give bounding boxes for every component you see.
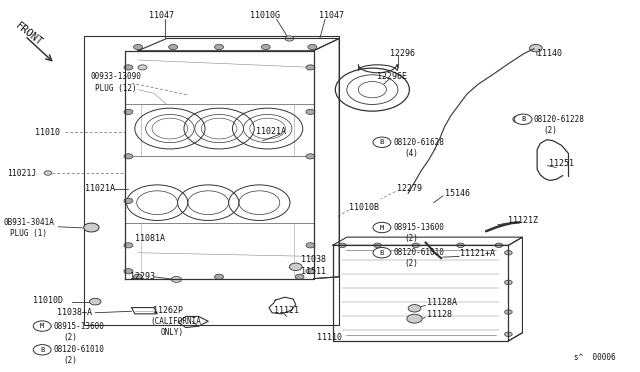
Text: 12293: 12293 — [130, 272, 155, 281]
Circle shape — [44, 171, 52, 175]
Circle shape — [295, 274, 304, 279]
Circle shape — [134, 274, 143, 279]
Text: 11511: 11511 — [301, 267, 326, 276]
Circle shape — [261, 44, 270, 49]
Text: PLUG (12): PLUG (12) — [95, 84, 137, 93]
Circle shape — [124, 198, 133, 203]
Circle shape — [90, 298, 101, 305]
Circle shape — [33, 344, 51, 355]
Text: B: B — [380, 139, 384, 145]
Circle shape — [172, 276, 181, 282]
Circle shape — [504, 280, 512, 285]
Text: 08120-61010: 08120-61010 — [53, 345, 104, 354]
Text: 08120-61628: 08120-61628 — [394, 138, 444, 147]
Circle shape — [373, 137, 391, 147]
Text: (CALIFORNIA: (CALIFORNIA — [150, 317, 201, 326]
Text: 00933-13090: 00933-13090 — [90, 72, 141, 81]
Circle shape — [373, 247, 391, 258]
Text: 08120-61228: 08120-61228 — [534, 115, 585, 124]
Circle shape — [124, 109, 133, 115]
Text: 12279: 12279 — [397, 185, 422, 193]
Text: 08915-13600: 08915-13600 — [394, 223, 444, 232]
Text: 11251: 11251 — [548, 158, 573, 167]
Circle shape — [514, 114, 532, 125]
Text: 11010G: 11010G — [250, 11, 280, 20]
Text: 11021A: 11021A — [85, 185, 115, 193]
Circle shape — [306, 65, 315, 70]
Circle shape — [373, 222, 391, 233]
Circle shape — [214, 44, 223, 49]
Text: 11081A: 11081A — [135, 234, 165, 243]
Text: ONLY): ONLY) — [161, 328, 184, 337]
Text: PLUG (1): PLUG (1) — [10, 229, 47, 238]
Text: B: B — [521, 116, 525, 122]
Circle shape — [306, 109, 315, 115]
Circle shape — [408, 305, 421, 312]
Circle shape — [529, 44, 542, 52]
Text: 08915-13600: 08915-13600 — [53, 321, 104, 331]
Text: (4): (4) — [404, 149, 418, 158]
Circle shape — [513, 116, 525, 123]
Text: 11038+A: 11038+A — [57, 308, 92, 317]
Text: 11128: 11128 — [428, 311, 452, 320]
Text: (2): (2) — [404, 259, 418, 268]
Circle shape — [214, 274, 223, 279]
Circle shape — [504, 332, 512, 336]
Circle shape — [134, 44, 143, 49]
Text: 12296E: 12296E — [378, 72, 408, 81]
Text: (2): (2) — [543, 126, 557, 135]
Text: 08120-61010: 08120-61010 — [394, 248, 444, 257]
Circle shape — [84, 223, 99, 232]
Circle shape — [457, 243, 465, 247]
Circle shape — [285, 36, 294, 41]
Circle shape — [407, 314, 422, 323]
Circle shape — [169, 44, 177, 49]
Circle shape — [306, 243, 315, 248]
Text: (2): (2) — [63, 333, 77, 342]
Text: 11010B: 11010B — [349, 203, 379, 212]
Text: M: M — [40, 323, 44, 329]
Circle shape — [504, 310, 512, 314]
Text: (2): (2) — [63, 356, 77, 365]
Text: 11110: 11110 — [317, 333, 342, 343]
Text: 11121Z: 11121Z — [508, 216, 538, 225]
Circle shape — [374, 243, 381, 247]
Text: 11140: 11140 — [537, 49, 562, 58]
Circle shape — [289, 263, 302, 270]
Text: 11021J: 11021J — [7, 169, 36, 177]
Text: 11010: 11010 — [35, 128, 60, 137]
Circle shape — [306, 154, 315, 159]
Text: 11262P: 11262P — [153, 306, 182, 315]
Circle shape — [412, 243, 420, 247]
Circle shape — [124, 154, 133, 159]
Text: 0B931-3041A: 0B931-3041A — [4, 218, 55, 227]
Text: 11121+A: 11121+A — [461, 249, 495, 258]
Circle shape — [33, 321, 51, 331]
Text: 15146: 15146 — [445, 189, 470, 198]
Circle shape — [124, 65, 133, 70]
Circle shape — [308, 44, 317, 49]
Text: FRONT: FRONT — [13, 20, 44, 48]
Text: M: M — [380, 225, 384, 231]
Text: 11021A: 11021A — [256, 126, 286, 136]
Text: s^  00006: s^ 00006 — [574, 353, 616, 362]
Text: 11038: 11038 — [301, 255, 326, 264]
Text: (2): (2) — [404, 234, 418, 243]
Text: 11128A: 11128A — [428, 298, 458, 307]
Circle shape — [339, 243, 346, 247]
Text: 11047: 11047 — [149, 11, 174, 20]
Text: 12296: 12296 — [390, 49, 415, 58]
Circle shape — [306, 269, 315, 274]
Text: 11047: 11047 — [319, 11, 344, 20]
Text: 11010D: 11010D — [33, 296, 63, 305]
Text: B: B — [40, 347, 44, 353]
Circle shape — [504, 250, 512, 255]
Text: B: B — [380, 250, 384, 256]
Text: 11121: 11121 — [274, 306, 299, 315]
Circle shape — [124, 269, 133, 274]
Circle shape — [138, 65, 147, 70]
Circle shape — [124, 243, 133, 248]
Circle shape — [495, 243, 502, 247]
